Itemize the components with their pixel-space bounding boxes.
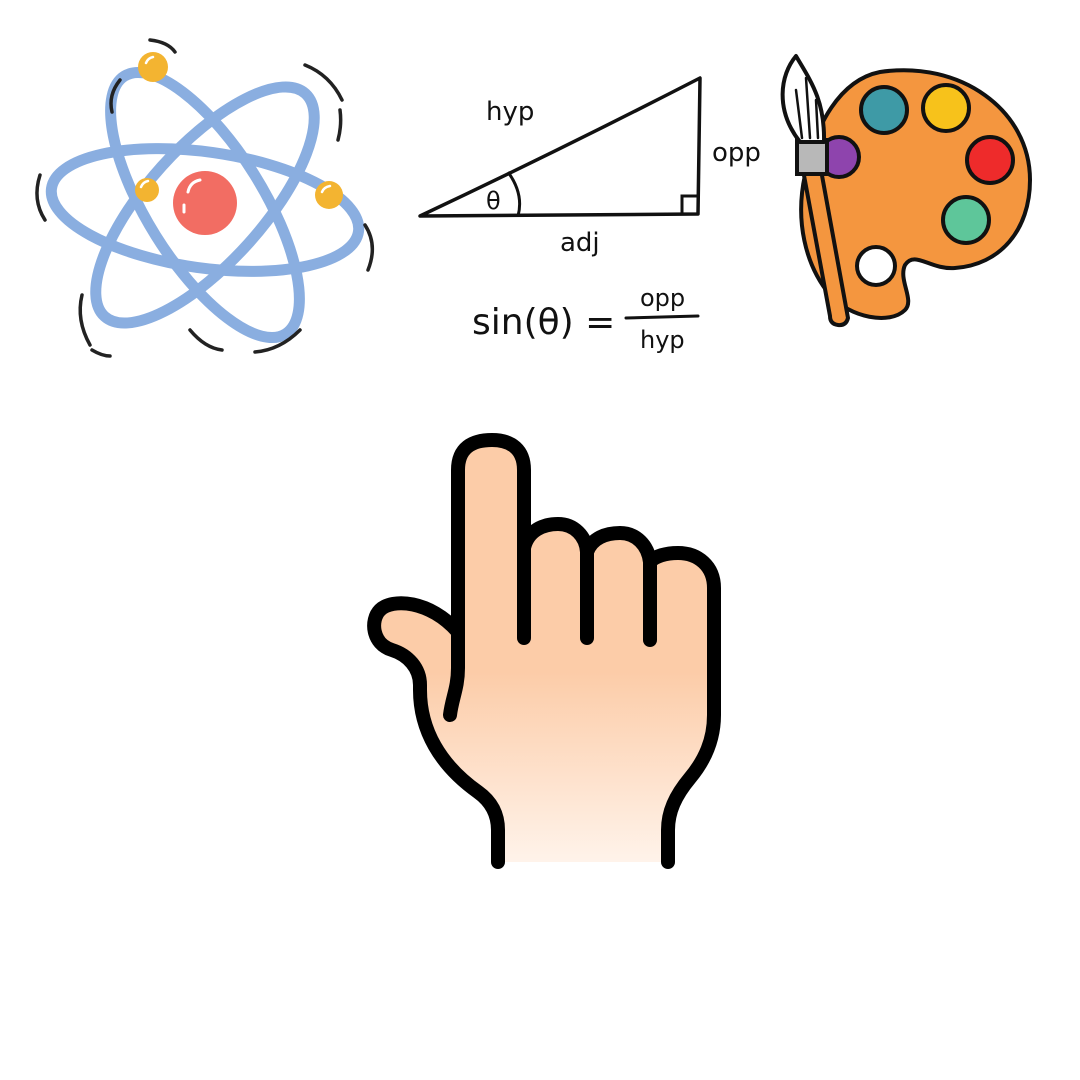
paintbrush-icon (780, 54, 850, 328)
atom-sketch-marks (35, 38, 375, 358)
paint-yellow (921, 83, 971, 133)
atom-electron-top (138, 52, 168, 82)
fraction-bar (624, 314, 700, 320)
paint-red (965, 135, 1015, 185)
atom-orbit-rising (90, 81, 320, 329)
formula-lhs: sin(θ) = (472, 302, 615, 343)
brush-bristles (780, 54, 827, 144)
angle-arc (506, 171, 522, 217)
atom-orbit-falling (105, 66, 305, 344)
atom-electron-left (135, 178, 159, 202)
triangle-shape (418, 76, 702, 218)
hand-fill (374, 440, 714, 862)
atom-electron-right (315, 181, 343, 209)
opposite-label: opp (712, 138, 761, 168)
brush-ferrule (795, 138, 829, 176)
atom-orbit-horizontal (45, 143, 365, 277)
pointing-hand-icon (367, 433, 721, 869)
thumb-crease (443, 625, 465, 722)
sine-formula: sin(θ) = opp hyp (472, 284, 700, 354)
right-angle-marker (680, 194, 698, 214)
atom-icon (35, 38, 375, 358)
atom-nucleus (173, 171, 237, 235)
right-triangle-icon: θ hyp opp adj (418, 76, 761, 258)
paint-teal (859, 85, 909, 135)
angle-label: θ (486, 187, 501, 215)
paint-green (941, 195, 991, 245)
hypotenuse-label: hyp (486, 97, 534, 127)
adjacent-label: adj (560, 228, 600, 258)
formula-numerator: opp (640, 284, 685, 312)
formula-denominator: hyp (640, 326, 685, 354)
paint-white (855, 245, 897, 287)
paint-palette-icon (780, 54, 1032, 328)
